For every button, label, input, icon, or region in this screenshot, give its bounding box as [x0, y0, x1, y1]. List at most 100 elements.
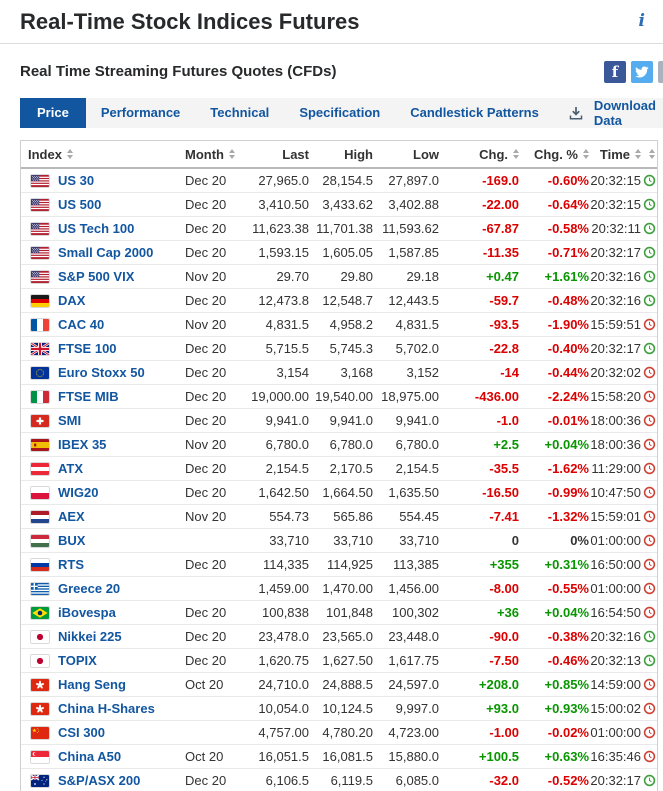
- column-header-chg[interactable]: Chg. %: [519, 147, 589, 162]
- cell-month: Dec 20: [185, 341, 227, 356]
- table-row: China H-Shares 10,054.0 10,124.5 9,997.0 +93…: [21, 697, 657, 721]
- cell-last: 1,620.75: [258, 653, 309, 668]
- index-name-link[interactable]: China H-Shares: [58, 701, 155, 716]
- index-name-link[interactable]: S&P/ASX 200: [58, 773, 141, 788]
- tab-price[interactable]: Price: [20, 98, 86, 128]
- cell-high: 33,710: [333, 533, 373, 548]
- cell-time: 15:00:02: [590, 701, 641, 716]
- flag-icon: [21, 510, 51, 523]
- index-name-link[interactable]: IBEX 35: [58, 437, 107, 452]
- column-header-chg[interactable]: Chg.: [439, 147, 519, 162]
- table-row: US 500 Dec 20 3,410.50 3,433.62 3,402.88 -22.…: [21, 193, 657, 217]
- index-name-link[interactable]: iBovespa: [58, 605, 116, 620]
- cell-month: Nov 20: [185, 269, 227, 284]
- cell-last: 24,710.0: [258, 677, 309, 692]
- table-row: FTSE 100 Dec 20 5,715.5 5,745.3 5,702.0 -22.8…: [21, 337, 657, 361]
- cell-last: 9,941.0: [265, 413, 309, 428]
- index-name-link[interactable]: Greece 20: [58, 581, 121, 596]
- column-header-month[interactable]: Month: [157, 147, 235, 162]
- index-name-link[interactable]: BUX: [58, 533, 86, 548]
- index-name-link[interactable]: US Tech 100: [58, 221, 135, 236]
- cell-high: 10,124.5: [322, 701, 373, 716]
- table-row: US 30 Dec 20 27,965.0 28,154.5 27,897.0 -169.…: [21, 169, 657, 193]
- cell-last: 100,838: [262, 605, 309, 620]
- cell-low: 554.45: [399, 509, 439, 524]
- table-row: ATX Dec 20 2,154.5 2,170.5 2,154.5 -35.5 -1.62…: [21, 457, 657, 481]
- index-name-link[interactable]: Hang Seng: [58, 677, 126, 692]
- cell-high: 1,605.05: [322, 245, 373, 260]
- flag-icon: [21, 774, 51, 787]
- table-row: CAC 40 Nov 20 4,831.5 4,958.2 4,831.5 -93.5 -1…: [21, 313, 657, 337]
- index-name-link[interactable]: Small Cap 2000: [58, 245, 154, 260]
- sort-arrows-icon: [635, 149, 641, 159]
- index-name-link[interactable]: ATX: [58, 461, 84, 476]
- cell-time: 20:32:11: [591, 221, 641, 236]
- tab-technical[interactable]: Technical: [210, 105, 270, 120]
- cell-change-percent: -2.24%: [547, 389, 589, 404]
- flag-icon: [21, 630, 51, 643]
- column-header-label: Chg. %: [533, 146, 578, 162]
- cell-change-percent: -0.71%: [547, 245, 589, 260]
- cell-last: 29.70: [276, 269, 309, 284]
- cell-month: Dec 20: [185, 245, 227, 260]
- index-name-link[interactable]: Nikkei 225: [58, 629, 122, 644]
- flag-icon: [21, 342, 51, 355]
- cell-last: 3,410.50: [258, 197, 309, 212]
- email-icon[interactable]: [658, 61, 663, 83]
- toolbar: Price Performance Technical Specification Ca…: [20, 98, 663, 128]
- cell-change: -32.0: [489, 773, 519, 788]
- index-name-link[interactable]: CSI 300: [58, 725, 105, 740]
- index-name-link[interactable]: AEX: [58, 509, 85, 524]
- cell-high: 101,848: [326, 605, 373, 620]
- index-name-link[interactable]: US 500: [58, 197, 102, 212]
- index-name-link[interactable]: SMI: [58, 413, 82, 428]
- column-header-label: High: [344, 146, 373, 162]
- index-name-link[interactable]: TOPIX: [58, 653, 97, 668]
- cell-time: 20:32:16: [590, 269, 641, 284]
- table-row: WIG20 Dec 20 1,642.50 1,664.50 1,635.50 -16.5…: [21, 481, 657, 505]
- index-name-link[interactable]: FTSE 100: [58, 341, 117, 356]
- cell-low: 100,302: [392, 605, 439, 620]
- index-name-link[interactable]: WIG20: [58, 485, 99, 500]
- twitter-icon[interactable]: [631, 61, 653, 83]
- clock-icon: [641, 510, 657, 523]
- tab-specification[interactable]: Specification: [299, 105, 381, 120]
- cell-last: 2,154.5: [265, 461, 309, 476]
- flag-icon: [21, 318, 51, 331]
- info-icon[interactable]: i: [638, 11, 645, 31]
- index-name-link[interactable]: FTSE MIB: [58, 389, 119, 404]
- clock-icon: [641, 702, 657, 715]
- index-name-link[interactable]: US 30: [58, 173, 95, 188]
- table-row: FTSE MIB Dec 20 19,000.00 19,540.00 18,975.0…: [21, 385, 657, 409]
- index-name-link[interactable]: S&P 500 VIX: [58, 269, 135, 284]
- cell-change-percent: +0.31%: [544, 557, 589, 572]
- index-name-link[interactable]: Euro Stoxx 50: [58, 365, 145, 380]
- table-row: US Tech 100 Dec 20 11,623.38 11,701.38 11,59…: [21, 217, 657, 241]
- download-data-button[interactable]: Download Data: [553, 98, 663, 128]
- cell-change: -1.00: [489, 725, 519, 740]
- cell-last: 27,965.0: [258, 173, 309, 188]
- index-name-link[interactable]: CAC 40: [58, 317, 105, 332]
- cell-change: -22.00: [482, 197, 519, 212]
- table-row: CSI 300 4,757.00 4,780.20 4,723.00 -1.00 -0.0…: [21, 721, 657, 745]
- cell-time: 15:58:20: [590, 389, 641, 404]
- facebook-icon[interactable]: f: [604, 61, 626, 83]
- cell-low: 11,593.62: [382, 221, 439, 236]
- tab-performance[interactable]: Performance: [100, 105, 181, 120]
- column-header-clock[interactable]: [641, 149, 657, 159]
- index-name-link[interactable]: China A50: [58, 749, 122, 764]
- tab-candlestick-patterns[interactable]: Candlestick Patterns: [410, 105, 539, 120]
- cell-high: 2,170.5: [329, 461, 373, 476]
- column-header-index[interactable]: Index: [21, 147, 157, 162]
- cell-time: 10:47:50: [590, 485, 641, 500]
- index-name-link[interactable]: RTS: [58, 557, 84, 572]
- index-name-link[interactable]: DAX: [58, 293, 86, 308]
- cell-time: 18:00:36: [590, 437, 641, 452]
- clock-icon: [641, 558, 657, 571]
- cell-time: 01:00:00: [590, 533, 641, 548]
- cell-high: 11,701.38: [316, 221, 373, 236]
- cell-low: 4,723.00: [388, 725, 439, 740]
- column-header-time[interactable]: Time: [589, 147, 641, 162]
- cell-change: +2.5: [493, 437, 519, 452]
- quotes-table: Index Month Last High Low Chg. Chg. % Time US 3…: [20, 140, 658, 791]
